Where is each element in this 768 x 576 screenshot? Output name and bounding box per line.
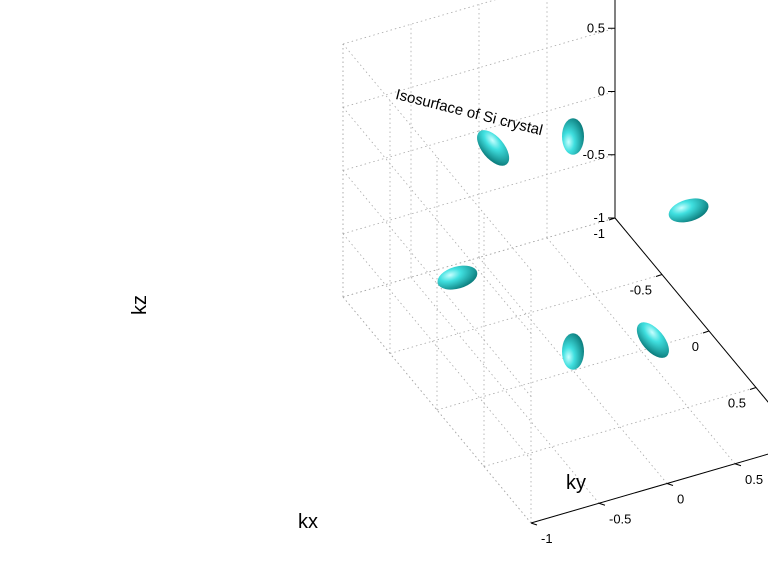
y-axis-label: ky: [566, 472, 586, 494]
x-tick-label: -1: [593, 226, 605, 241]
y-tick-label: 0.5: [745, 472, 763, 487]
y-tick-label: -1: [541, 531, 553, 546]
ellipsoids: [437, 118, 709, 370]
ellipsoid-z: [562, 333, 584, 370]
x-tick-mark: [749, 387, 757, 390]
x-tick-label: 0: [692, 339, 699, 354]
grid-line: [410, 276, 600, 504]
z-tick-label: 0: [598, 84, 605, 99]
ellipsoid-y: [668, 198, 709, 223]
ellipsoid-x: [636, 322, 669, 358]
y-tick-mark: [666, 483, 674, 486]
z-tick-label: 0.5: [587, 20, 605, 35]
y-tick-mark: [734, 463, 742, 467]
ellipsoid-x: [477, 130, 510, 166]
grid-lines: [342, 0, 768, 524]
axes: [530, 0, 768, 526]
ellipsoid-y: [437, 265, 478, 290]
y-tick-label: 0: [677, 492, 684, 507]
x-tick-label: 0.5: [728, 396, 746, 411]
x-tick-mark: [702, 330, 710, 334]
x-tick-label: -0.5: [630, 283, 652, 298]
x-tick-mark: [655, 274, 663, 277]
z-tick-label: -0.5: [583, 147, 605, 162]
y-tick-mark: [530, 522, 538, 526]
z-tick-label: -1: [593, 210, 605, 225]
y-tick-label: -0.5: [609, 511, 631, 526]
ellipsoid-z: [562, 118, 584, 155]
z-axis-label: kz: [129, 295, 151, 315]
chart-title: Isosurface of Si crystal: [394, 86, 545, 139]
tick-labels: -1-0.500.51-1-0.500.51-1-0.500.51: [541, 20, 763, 546]
y-tick-mark: [598, 502, 606, 506]
grid-line: [483, 387, 757, 467]
x-axis-label: kx: [298, 511, 318, 533]
